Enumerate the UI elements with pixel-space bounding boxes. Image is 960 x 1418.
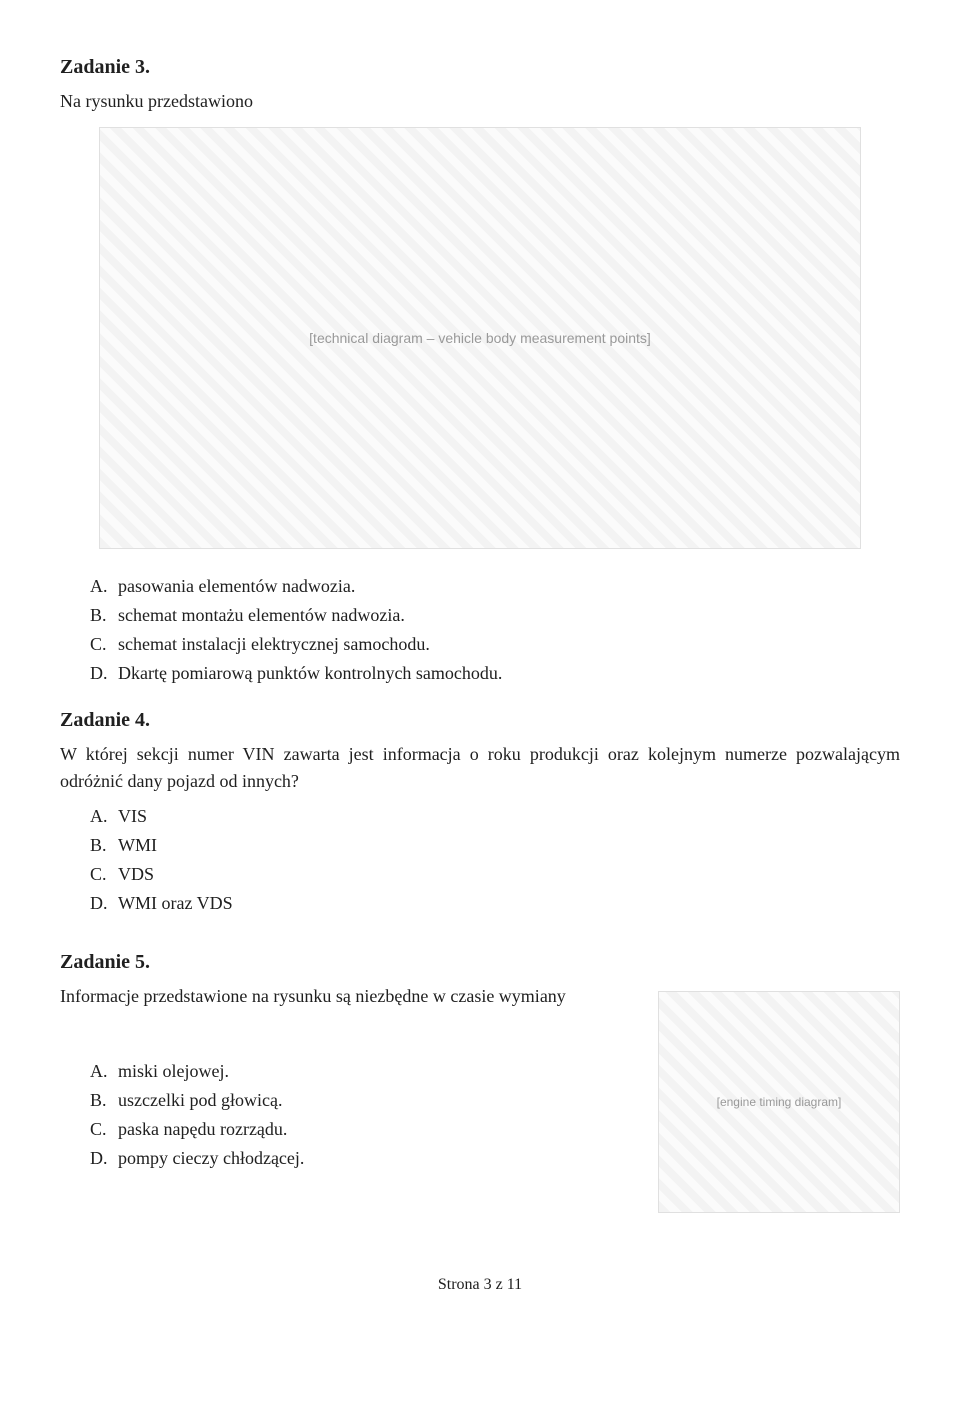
zad3-answer-c: C.schemat instalacji elektrycznej samoch…: [90, 631, 900, 658]
zad4-answer-c: C.VDS: [90, 861, 900, 888]
zad3-answer-d: D.Dkartę pomiarową punktów kontrolnych s…: [90, 660, 900, 687]
zad4-heading: Zadanie 4.: [60, 705, 900, 735]
zad5-figure-label: [engine timing diagram]: [717, 1093, 842, 1111]
zad4-answer-d: D.WMI oraz VDS: [90, 890, 900, 917]
zad3-heading: Zadanie 3.: [60, 52, 900, 82]
zad4-answer-c-text: VDS: [118, 864, 154, 884]
zad3-answer-c-text: schemat instalacji elektrycznej samochod…: [118, 634, 430, 654]
zad3-answers: A.pasowania elementów nadwozia. B.schema…: [90, 573, 900, 687]
zad4-answer-b-text: WMI: [118, 835, 157, 855]
zad5-figure: [engine timing diagram]: [658, 991, 900, 1213]
zad3-answer-b-text: schemat montażu elementów nadwozia.: [118, 605, 405, 625]
zad5-answer-d-text: pompy cieczy chłodzącej.: [118, 1148, 304, 1168]
zad5-answer-c-text: paska napędu rozrządu.: [118, 1119, 287, 1139]
zad4-answer-a: A.VIS: [90, 803, 900, 830]
zad5-answer-b-text: uszczelki pod głowicą.: [118, 1090, 282, 1110]
zad3-answer-d-text: Dkartę pomiarową punktów kontrolnych sam…: [118, 663, 502, 683]
zad5-answer-a-text: miski olejowej.: [118, 1061, 229, 1081]
zad3-figure: [technical diagram – vehicle body measur…: [99, 127, 861, 549]
zad4-answers: A.VIS B.WMI C.VDS D.WMI oraz VDS: [90, 803, 900, 917]
zad5-question: Informacje przedstawione na rysunku są n…: [60, 983, 620, 1010]
zad4-question: W której sekcji numer VIN zawarta jest i…: [60, 741, 900, 795]
page-footer: Strona 3 z 11: [60, 1273, 900, 1297]
zad4-answer-d-text: WMI oraz VDS: [118, 893, 233, 913]
zad3-answer-a-text: pasowania elementów nadwozia.: [118, 576, 355, 596]
zad3-answer-b: B.schemat montażu elementów nadwozia.: [90, 602, 900, 629]
zad5-heading: Zadanie 5.: [60, 947, 900, 977]
zad3-figure-label: [technical diagram – vehicle body measur…: [309, 328, 651, 349]
zad3-answer-a: A.pasowania elementów nadwozia.: [90, 573, 900, 600]
zad4-answer-a-text: VIS: [118, 806, 147, 826]
zad3-intro: Na rysunku przedstawiono: [60, 88, 900, 115]
zad4-answer-b: B.WMI: [90, 832, 900, 859]
